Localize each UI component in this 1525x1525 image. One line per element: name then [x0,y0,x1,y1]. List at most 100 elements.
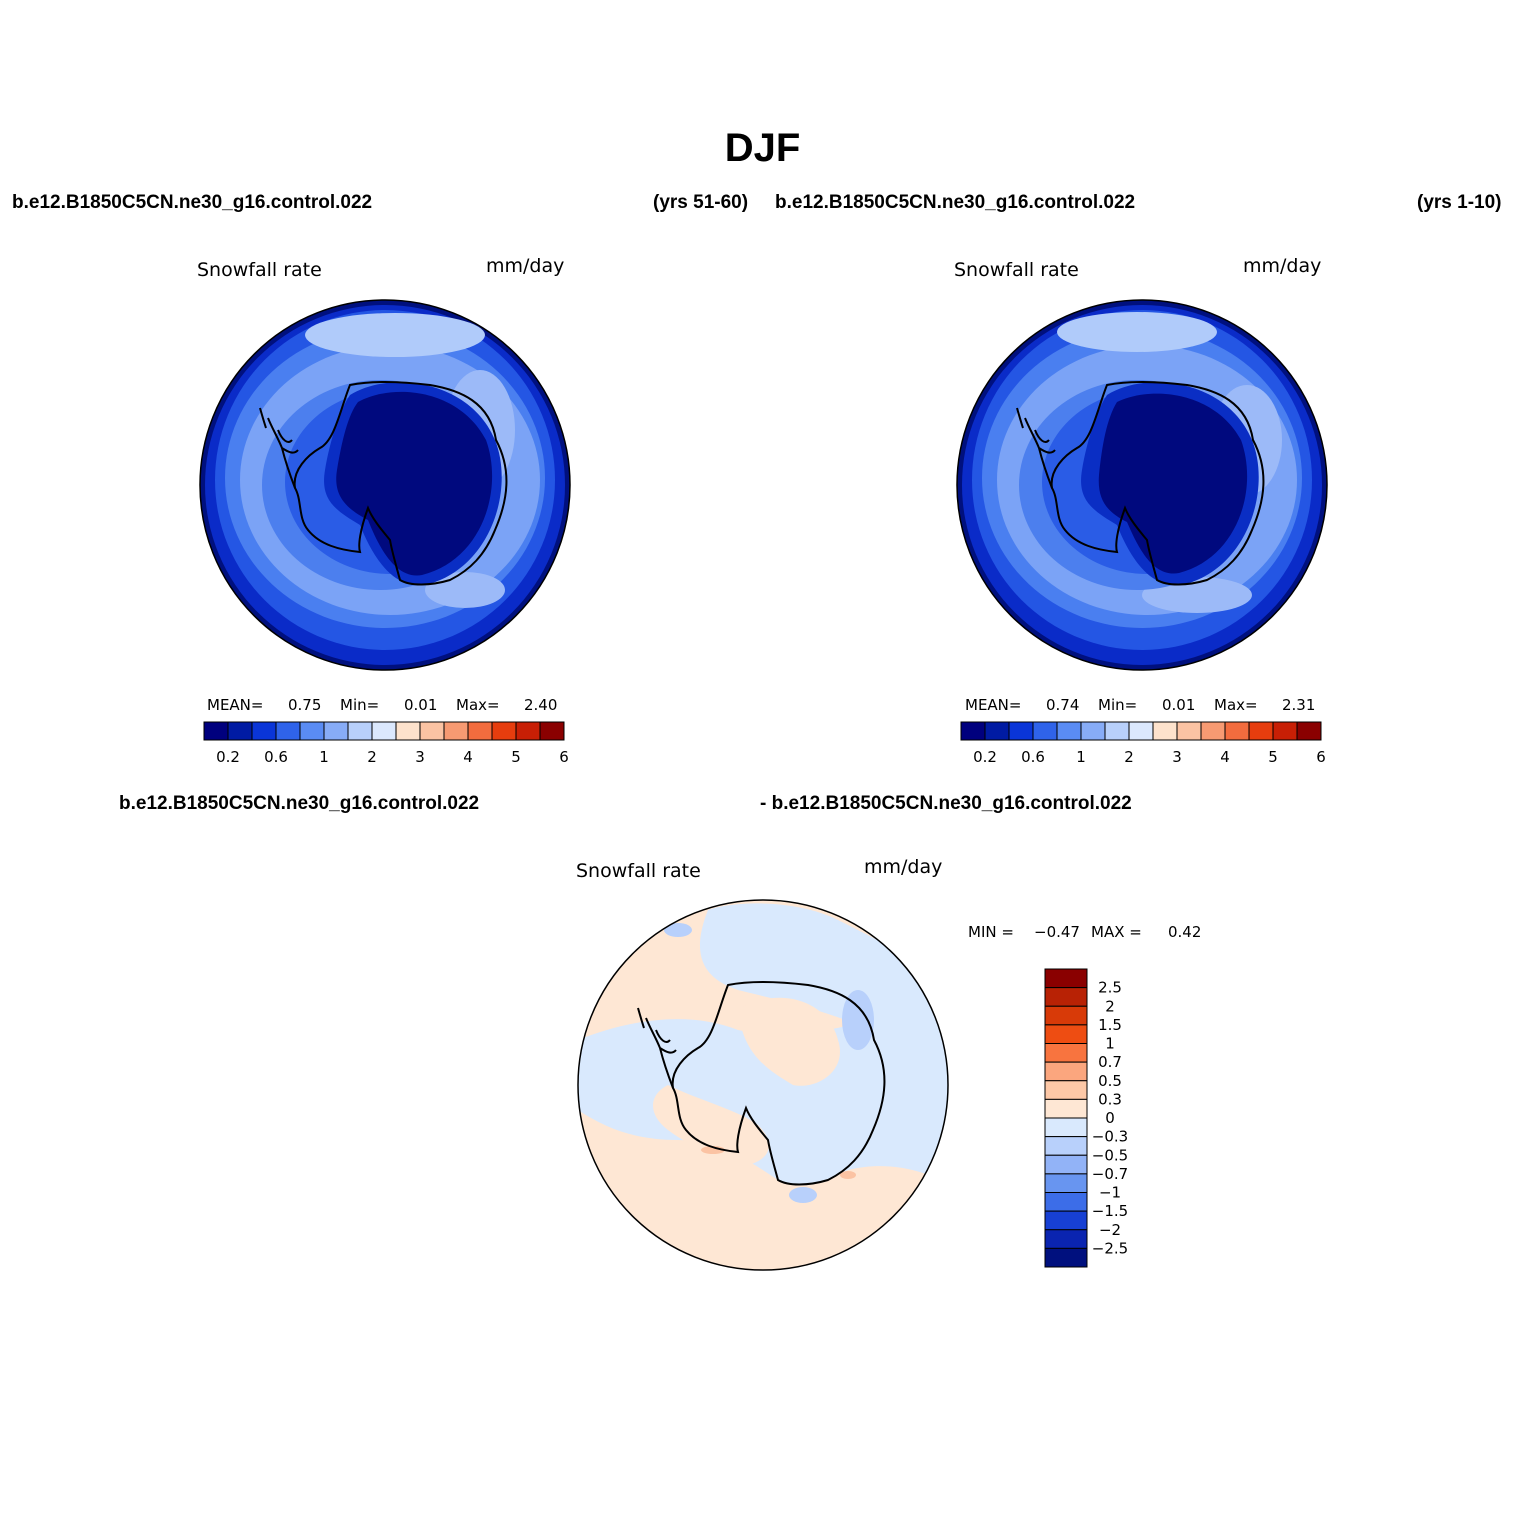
right-years-label: (yrs 1-10) [1417,192,1502,213]
colorbar-tick-label: 0 [1105,1109,1115,1127]
colorbar-swatch [227,721,253,741]
colorbar-swatch [1032,721,1058,741]
panel1-units: mm/day [486,255,565,277]
colorbar-tick-label: 5 [511,748,521,766]
panel1-min-value: 0.01 [404,696,438,714]
colorbar-swatch [1044,1173,1088,1193]
panel2-colorbar: 0.2 0.6 1 2 3 4 5 6 [960,721,1326,766]
left-years-label: (yrs 51-60) [653,192,749,213]
colorbar-swatch [371,721,397,741]
colorbar-swatch [1044,1117,1088,1138]
panel1-colorbar: 0.2 0.6 1 2 3 4 5 6 [203,721,569,766]
panel3-variable: Snowfall rate [576,860,701,882]
colorbar-swatch [323,721,349,741]
colorbar-swatch [419,721,445,741]
left-case-label: b.e12.B1850C5CN.ne30_g16.control.022 [12,192,373,213]
colorbar-swatch [1104,721,1130,741]
panel2-units: mm/day [1243,255,1322,277]
colorbar-swatch [203,721,229,741]
panel2-max-value: 2.31 [1282,696,1316,714]
colorbar-tick-label: 3 [415,748,425,766]
colorbar-tick-label: 4 [1220,748,1230,766]
colorbar-swatch [515,721,541,741]
colorbar-swatch [539,721,565,741]
colorbar-swatch [1044,1043,1088,1063]
panel1-mean-value: 0.75 [288,696,322,714]
colorbar-swatch [1044,1229,1088,1249]
colorbar-tick-label: 0.2 [216,748,240,766]
colorbar-swatch [1152,721,1178,741]
colorbar-swatch [1176,721,1202,741]
colorbar-swatch [299,721,325,741]
colorbar-swatch [1044,1061,1088,1082]
colorbar-tick-label: −2.5 [1092,1239,1128,1257]
panel2-min-label: Min= [1098,696,1138,714]
colorbar-tick-label: 1.5 [1098,1016,1122,1034]
panel1-variable: Snowfall rate [197,259,322,281]
colorbar-swatch [1044,1005,1088,1026]
colorbar-tick-label: 2 [1124,748,1134,766]
page-title: DJF [724,126,801,170]
panel3-colorbar: 2.521.510.70.50.30−0.3−0.5−0.7−1−1.5−2−2… [1044,968,1128,1268]
panel3-max-label: MAX = [1091,923,1142,941]
colorbar-swatch [467,721,493,741]
colorbar-swatch [1044,1247,1088,1268]
colorbar-tick-label: 1 [319,748,329,766]
colorbar-swatch [1272,721,1298,741]
colorbar-swatch [1008,721,1034,741]
diff-left-label: b.e12.B1850C5CN.ne30_g16.control.022 [119,793,480,814]
colorbar-swatch [1044,1210,1088,1231]
colorbar-tick-label: 2.5 [1098,979,1122,997]
panel2-mean-value: 0.74 [1046,696,1080,714]
colorbar-tick-label: −1.5 [1092,1202,1128,1220]
colorbar-tick-label: −0.7 [1092,1165,1128,1183]
colorbar-swatch [1080,721,1106,741]
colorbar-tick-label: 0.6 [264,748,288,766]
colorbar-tick-label: 0.2 [973,748,997,766]
colorbar-tick-label: 0.6 [1021,748,1045,766]
colorbar-tick-label: 1 [1105,1035,1115,1053]
colorbar-swatch [491,721,517,741]
colorbar-swatch [1044,1080,1088,1100]
panel1-min-label: Min= [340,696,380,714]
colorbar-tick-label: 0.3 [1098,1090,1122,1108]
colorbar-tick-label: 2 [1105,997,1115,1015]
colorbar-tick-label: −2 [1099,1221,1121,1239]
colorbar-tick-label: −0.3 [1092,1128,1128,1146]
panel2-max-label: Max= [1214,696,1258,714]
colorbar-swatch [1248,721,1274,741]
colorbar-swatch [1200,721,1226,741]
colorbar-swatch [1296,721,1322,741]
colorbar-swatch [1044,1154,1088,1175]
colorbar-swatch [251,721,277,741]
colorbar-tick-label: 2 [367,748,377,766]
colorbar-tick-label: 1 [1076,748,1086,766]
colorbar-tick-label: 4 [463,748,473,766]
colorbar-swatch [960,721,986,741]
colorbar-tick-label: 6 [559,748,569,766]
colorbar-tick-label: 0.5 [1098,1072,1122,1090]
colorbar-swatch [395,721,421,741]
colorbar-tick-label: −0.5 [1092,1146,1128,1164]
colorbar-swatch [1044,968,1088,989]
panel1-max-value: 2.40 [524,696,558,714]
colorbar-swatch [1128,721,1154,741]
colorbar-tick-label: 3 [1172,748,1182,766]
colorbar-tick-label: 0.7 [1098,1053,1122,1071]
colorbar-tick-label: 6 [1316,748,1326,766]
colorbar-swatch [347,721,373,741]
colorbar-tick-label: 5 [1268,748,1278,766]
colorbar-swatch [1044,1192,1088,1212]
colorbar-swatch [1044,1024,1088,1044]
colorbar-swatch [1044,987,1088,1007]
colorbar-swatch [1044,1098,1088,1119]
panel2-map [956,299,1328,671]
diff-right-label: - b.e12.B1850C5CN.ne30_g16.control.022 [760,793,1132,814]
colorbar-tick-label: −1 [1099,1184,1121,1202]
panel3-units: mm/day [864,856,943,878]
colorbar-swatch [1224,721,1250,741]
panel1-map [199,299,571,671]
colorbar-swatch [443,721,469,741]
right-case-label: b.e12.B1850C5CN.ne30_g16.control.022 [775,192,1136,213]
panel1-max-label: Max= [456,696,500,714]
